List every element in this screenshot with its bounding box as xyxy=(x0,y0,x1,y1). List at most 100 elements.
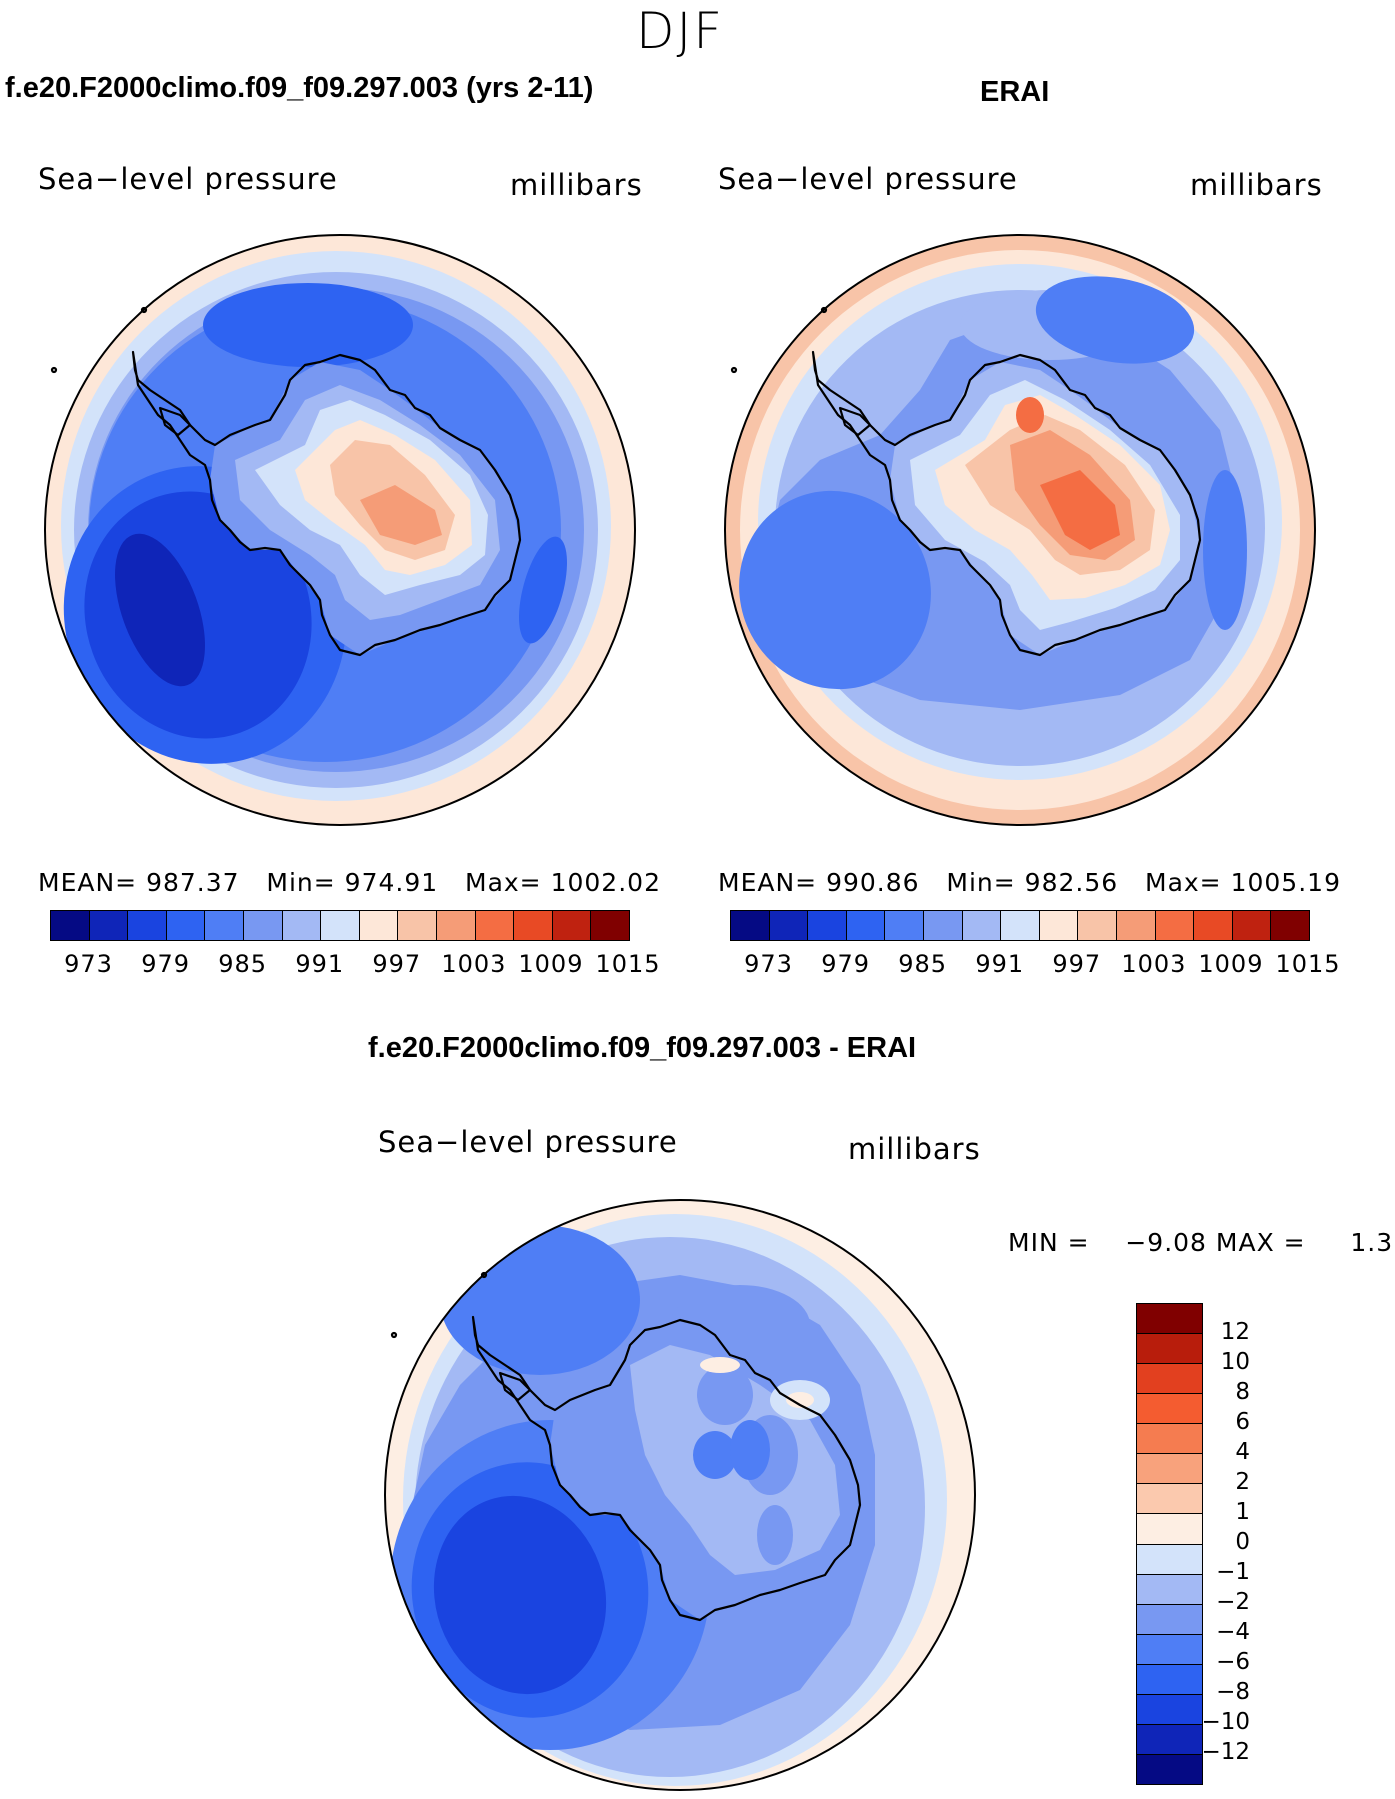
colorbar-swatch-6 xyxy=(282,911,322,940)
colorbar-swatch-13 xyxy=(1137,1694,1202,1725)
colorbar-swatch-12 xyxy=(1194,911,1233,940)
diff-panel-min-label: MIN = xyxy=(1008,1228,1090,1257)
diff-panel-colorbar xyxy=(1136,1303,1203,1785)
colorbar-tick-label: 12 xyxy=(1220,1319,1250,1345)
panel-2-mean-value: 990.86 xyxy=(826,868,920,897)
colorbar-tick-label: 1009 xyxy=(1198,950,1264,978)
colorbar-swatch-13 xyxy=(552,911,592,940)
colorbar-swatch-11 xyxy=(1155,911,1195,940)
colorbar-tick-label: −4 xyxy=(1216,1619,1250,1645)
colorbar-tick-label: 1003 xyxy=(441,950,507,978)
colorbar-tick-label: 991 xyxy=(295,950,345,978)
colorbar-swatch-14 xyxy=(1137,1724,1202,1755)
colorbar-swatch-7 xyxy=(321,911,360,940)
panel-2-polar-map xyxy=(724,234,1316,826)
colorbar-swatch-1 xyxy=(89,911,129,940)
season-title: DJF xyxy=(635,2,724,60)
colorbar-swatch-14 xyxy=(591,911,629,940)
panel-1-variable-label: Sea−level pressure xyxy=(38,162,338,196)
colorbar-tick-label: 985 xyxy=(218,950,268,978)
panel-1-units-label: millibars xyxy=(510,168,643,202)
panel-2-mean-label: MEAN= xyxy=(718,868,818,897)
colorbar-swatch-11 xyxy=(1137,1634,1202,1665)
colorbar-swatch-8 xyxy=(1039,911,1079,940)
colorbar-tick-label: −10 xyxy=(1201,1709,1250,1735)
colorbar-tick-label: −8 xyxy=(1216,1679,1250,1705)
diff-panel-units-label: millibars xyxy=(848,1132,981,1166)
diff-panel-max-value: 1.35 xyxy=(1350,1228,1395,1257)
panel-2-variable-label: Sea−level pressure xyxy=(718,162,1018,196)
colorbar-tick-label: 997 xyxy=(1052,950,1102,978)
colorbar-swatch-10 xyxy=(436,911,476,940)
colorbar-tick-label: 10 xyxy=(1220,1349,1250,1375)
panel-2-min-label: Min= xyxy=(946,868,1016,897)
panel-2-units-label: millibars xyxy=(1190,168,1323,202)
colorbar-tick-label: −2 xyxy=(1216,1589,1250,1615)
colorbar-tick-label: −6 xyxy=(1216,1649,1250,1675)
colorbar-tick-label: 6 xyxy=(1235,1409,1250,1435)
colorbar-tick-label: 1009 xyxy=(518,950,584,978)
colorbar-swatch-10 xyxy=(1116,911,1156,940)
panel-2-stats: MEAN= 990.86 Min= 982.56 Max= 1005.19 xyxy=(718,868,1341,897)
panel-1-title: f.e20.F2000climo.f09_f09.297.003 (yrs 2-… xyxy=(5,72,594,104)
colorbar-swatch-4 xyxy=(205,911,244,940)
colorbar-tick-label: 1015 xyxy=(595,950,661,978)
colorbar-swatch-9 xyxy=(1137,1574,1202,1605)
colorbar-tick-label: 979 xyxy=(821,950,870,978)
panel-2-max-label: Max= xyxy=(1145,868,1222,897)
panel-2-colorbar xyxy=(730,910,1310,941)
diff-panel-polar-map xyxy=(384,1199,976,1791)
colorbar-tick-label: 2 xyxy=(1235,1469,1250,1495)
panel-1-min-label: Min= xyxy=(266,868,336,897)
colorbar-swatch-14 xyxy=(1271,911,1309,940)
colorbar-swatch-4 xyxy=(1137,1424,1202,1455)
colorbar-swatch-0 xyxy=(1137,1304,1202,1335)
panel-1-polar-map xyxy=(44,234,636,826)
panel-2-title: ERAI xyxy=(980,76,1050,108)
colorbar-tick-label: −1 xyxy=(1216,1559,1250,1585)
colorbar-swatch-0 xyxy=(731,911,770,940)
diff-panel-title: f.e20.F2000climo.f09_f09.297.003 - ERAI xyxy=(368,1032,917,1064)
colorbar-swatch-13 xyxy=(1232,911,1272,940)
colorbar-tick-label: 8 xyxy=(1235,1379,1250,1405)
panel-1-mean-value: 987.37 xyxy=(146,868,240,897)
colorbar-tick-label: 979 xyxy=(141,950,190,978)
colorbar-tick-label: 1015 xyxy=(1275,950,1341,978)
panel-1-min-value: 974.91 xyxy=(344,868,439,897)
colorbar-swatch-15 xyxy=(1137,1754,1202,1784)
panel-2-max-value: 1005.19 xyxy=(1230,868,1341,897)
colorbar-swatch-7 xyxy=(1137,1514,1202,1545)
colorbar-swatch-5 xyxy=(923,911,963,940)
panel-1-stats: MEAN= 987.37 Min= 974.91 Max= 1002.02 xyxy=(38,868,661,897)
colorbar-swatch-4 xyxy=(885,911,924,940)
colorbar-tick-label: 985 xyxy=(898,950,948,978)
colorbar-swatch-10 xyxy=(1137,1604,1202,1635)
colorbar-swatch-0 xyxy=(51,911,90,940)
colorbar-swatch-8 xyxy=(1137,1544,1202,1575)
colorbar-tick-label: 1 xyxy=(1235,1499,1250,1525)
colorbar-tick-label: 997 xyxy=(372,950,422,978)
colorbar-tick-label: 1003 xyxy=(1121,950,1187,978)
colorbar-swatch-2 xyxy=(808,911,847,940)
colorbar-swatch-6 xyxy=(962,911,1002,940)
colorbar-swatch-12 xyxy=(1137,1664,1202,1695)
colorbar-tick-label: 973 xyxy=(744,950,793,978)
colorbar-swatch-6 xyxy=(1137,1484,1202,1515)
colorbar-swatch-5 xyxy=(243,911,283,940)
diff-panel-variable-label: Sea−level pressure xyxy=(378,1125,678,1159)
colorbar-swatch-2 xyxy=(128,911,167,940)
panel-1-colorbar xyxy=(50,910,630,941)
colorbar-tick-label: 973 xyxy=(64,950,113,978)
panel-2-min-value: 982.56 xyxy=(1024,868,1119,897)
diff-panel-min-value: −9.08 xyxy=(1125,1228,1207,1257)
colorbar-swatch-9 xyxy=(1078,911,1117,940)
colorbar-swatch-7 xyxy=(1001,911,1040,940)
diff-panel-stats: MIN = −9.08 MAX = 1.35 xyxy=(1008,1228,1395,1257)
colorbar-swatch-9 xyxy=(398,911,437,940)
colorbar-tick-label: 0 xyxy=(1235,1529,1250,1555)
panel-1-mean-label: MEAN= xyxy=(38,868,138,897)
colorbar-swatch-8 xyxy=(359,911,399,940)
panel-1-max-value: 1002.02 xyxy=(550,868,661,897)
colorbar-swatch-3 xyxy=(166,911,206,940)
panel-1-max-label: Max= xyxy=(465,868,542,897)
